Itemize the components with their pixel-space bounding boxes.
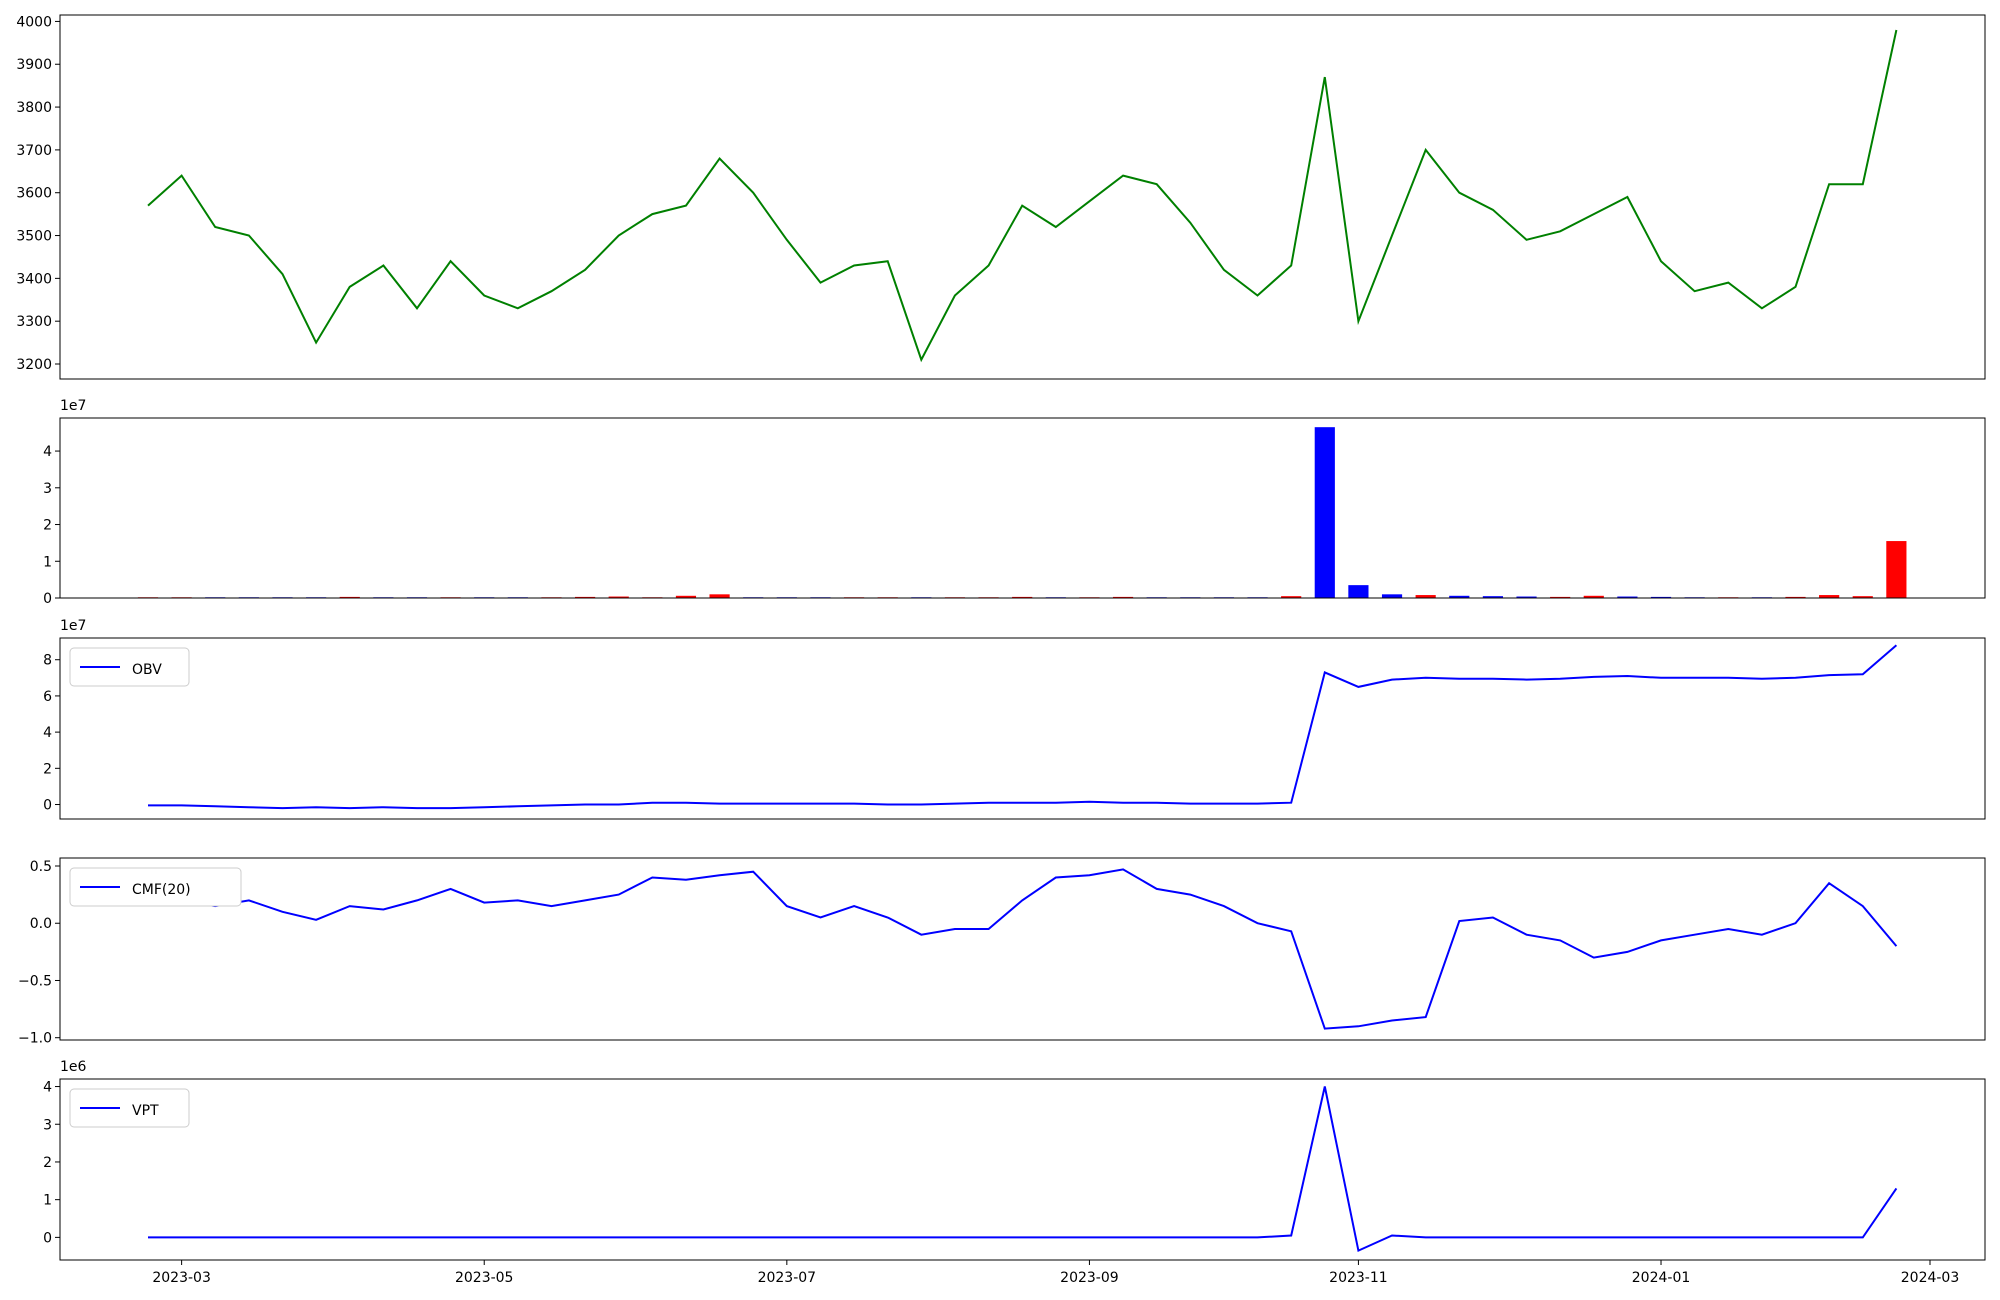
bar — [1886, 541, 1907, 598]
y-tick-label: 3300 — [16, 314, 52, 330]
line — [148, 644, 1898, 810]
line — [148, 1086, 1898, 1253]
bar — [1314, 427, 1335, 598]
y-tick-label: 3400 — [16, 271, 52, 287]
y-tick-label: 3500 — [16, 229, 52, 245]
x-tick-label: 2024-01 — [1632, 1270, 1691, 1286]
legend-label: CMF(20) — [132, 882, 191, 898]
y-tick-label: 4000 — [16, 14, 52, 30]
y-tick-label: 0 — [43, 591, 52, 607]
y-tick-label: −0.5 — [18, 973, 52, 989]
bar — [1617, 596, 1638, 598]
axes-frame — [59, 417, 1986, 599]
y-tick-label: 0 — [43, 1230, 52, 1246]
x-tick-label: 2024-03 — [1901, 1270, 1960, 1286]
x-tick-label: 2023-07 — [758, 1270, 817, 1286]
x-tick-label: 2023-05 — [455, 1270, 514, 1286]
y-tick-label: 3200 — [16, 357, 52, 373]
bar — [1415, 595, 1436, 598]
legend-box — [69, 647, 190, 687]
x-tick-label: 2023-09 — [1060, 1270, 1119, 1286]
y-tick-label: 3 — [43, 481, 52, 497]
legend-box — [69, 1088, 190, 1128]
y-tick-label: 3 — [43, 1117, 52, 1133]
y-tick-label: 0.0 — [30, 916, 52, 932]
bar — [709, 594, 730, 598]
y-tick-label: 3600 — [16, 186, 52, 202]
axes-frame — [59, 14, 1986, 380]
y-tick-label: 1 — [43, 554, 52, 570]
bar — [1650, 596, 1672, 598]
axes-frame — [59, 1078, 1986, 1261]
line — [147, 868, 1898, 1030]
legend-label: VPT — [132, 1103, 159, 1119]
y-tick-label: 0 — [43, 798, 52, 814]
bar — [1281, 596, 1302, 598]
bar — [1112, 596, 1134, 598]
y-tick-label: 4 — [43, 1080, 52, 1096]
bar — [608, 596, 629, 598]
y-tick-label: 0.5 — [30, 859, 52, 875]
bar — [1516, 596, 1537, 598]
offset-text: 1e7 — [60, 618, 86, 634]
bar — [1785, 596, 1806, 598]
bar — [1852, 596, 1873, 598]
bar — [1012, 596, 1033, 598]
y-tick-label: 6 — [43, 689, 52, 705]
y-tick-label: −1.0 — [18, 1031, 52, 1047]
y-tick-label: 4 — [43, 444, 52, 460]
legend-box — [69, 867, 242, 907]
legend-label: OBV — [132, 662, 162, 678]
bar — [1819, 595, 1840, 598]
offset-text: 1e6 — [60, 1059, 87, 1075]
y-tick-label: 2 — [43, 1155, 52, 1171]
y-tick-label: 4 — [43, 725, 52, 741]
bar — [339, 596, 360, 598]
x-tick-label: 2023-03 — [152, 1270, 211, 1286]
y-tick-label: 3900 — [16, 57, 52, 73]
bar — [1550, 596, 1571, 598]
line — [147, 29, 1898, 363]
bar — [575, 596, 596, 598]
x-tick-label: 2023-11 — [1329, 1270, 1388, 1286]
y-tick-label: 2 — [43, 761, 52, 777]
bar — [675, 595, 697, 598]
bar — [1449, 595, 1470, 598]
y-tick-label: 2 — [43, 518, 52, 534]
y-tick-label: 3800 — [16, 100, 52, 116]
y-tick-label: 1 — [43, 1193, 52, 1209]
y-tick-label: 8 — [43, 653, 52, 669]
y-tick-label: 3700 — [16, 143, 52, 159]
axes-frame — [59, 637, 1986, 820]
offset-text: 1e7 — [60, 398, 86, 414]
bar — [1348, 585, 1369, 598]
bar — [1381, 594, 1403, 598]
axes-frame — [59, 857, 1986, 1041]
bar — [1583, 595, 1604, 598]
bar — [1482, 596, 1503, 598]
